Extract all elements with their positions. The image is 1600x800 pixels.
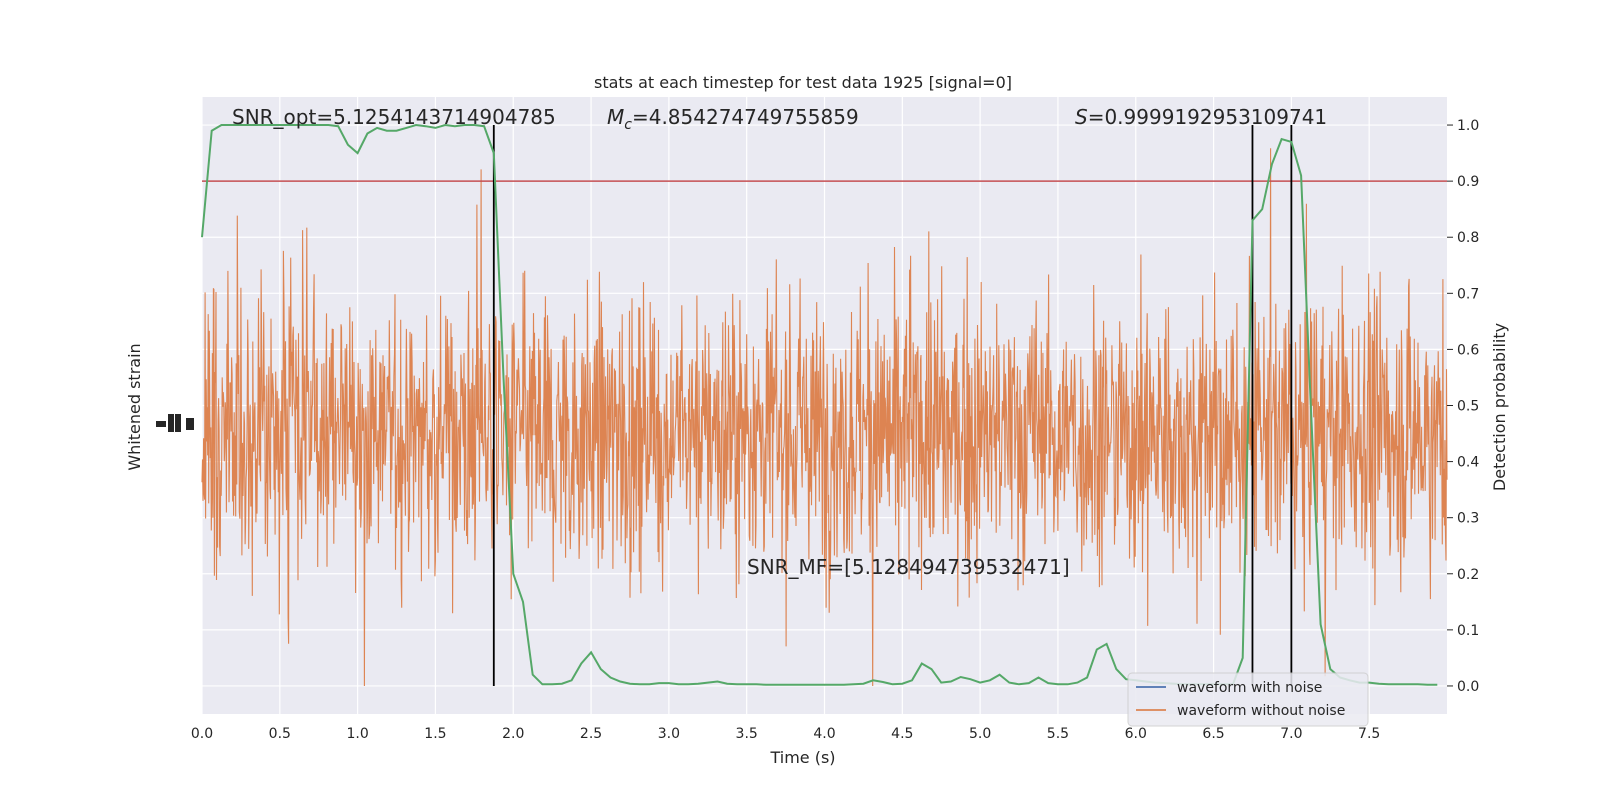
legend-box xyxy=(1127,672,1369,727)
chirp-mass-subscript: c xyxy=(624,117,632,133)
chirp-mass-value: =4.854274749755859 xyxy=(632,105,859,129)
y-axis-right-label: Detection probability xyxy=(1490,323,1509,491)
x-tick-label: 3.5 xyxy=(736,726,758,742)
y-tick-label: 0.4 xyxy=(1457,455,1479,471)
y-axis-right-ticks: 0.0 0.1 0.2 0.3 0.4 0.5 0.6 0.7 0.8 0.9 1.0 xyxy=(1447,118,1479,695)
x-tick-label: 5.0 xyxy=(969,726,991,742)
chirp-mass-annotation: Mc=4.854274749755859 xyxy=(607,105,859,133)
y-tick-label: 0.8 xyxy=(1457,230,1479,246)
x-tick-label: 0.0 xyxy=(191,726,213,742)
y-tick-label: 0.5 xyxy=(1457,399,1479,415)
y-tick-label: 0.1 xyxy=(1457,623,1479,639)
left-axis-stub xyxy=(156,414,194,432)
x-tick-label: 4.0 xyxy=(813,726,835,742)
y-axis-left-label: Whitened strain xyxy=(125,343,144,470)
x-tick-label: 1.0 xyxy=(346,726,368,742)
legend-label-clean: waveform without noise xyxy=(1177,703,1345,719)
strain-series xyxy=(201,148,1448,687)
legend: waveform with noise waveform without noi… xyxy=(1127,672,1369,727)
y-tick-label: 1.0 xyxy=(1457,118,1479,134)
y-tick-label: 0.3 xyxy=(1457,511,1479,527)
s-value: =0.9999192953109741 xyxy=(1088,105,1327,129)
waveform-without-noise-line xyxy=(201,148,1448,687)
x-tick-label: 6.5 xyxy=(1202,726,1224,742)
x-tick-label: 3.0 xyxy=(658,726,680,742)
y-tick-label: 0.7 xyxy=(1457,286,1479,302)
s-symbol: S xyxy=(1075,105,1088,129)
x-tick-label: 4.5 xyxy=(891,726,913,742)
snr-mf-annotation: SNR_MF=[5.128494739532471] xyxy=(747,555,1070,579)
y-tick-label: 0.6 xyxy=(1457,342,1479,358)
x-axis-ticks: 0.0 0.5 1.0 1.5 2.0 2.5 3.0 3.5 4.0 4.5 5.0 5.5 6.0 6… xyxy=(191,726,1380,742)
s-annotation: S=0.9999192953109741 xyxy=(1075,105,1327,129)
x-tick-label: 5.5 xyxy=(1047,726,1069,742)
x-tick-label: 2.0 xyxy=(502,726,524,742)
chirp-mass-symbol: M xyxy=(607,105,624,129)
x-tick-label: 2.5 xyxy=(580,726,602,742)
x-axis-label: Time (s) xyxy=(769,748,835,767)
y-tick-label: 0.9 xyxy=(1457,174,1479,190)
vertical-markers xyxy=(492,125,1293,686)
x-tick-label: 7.5 xyxy=(1358,726,1380,742)
chart-title: stats at each timestep for test data 192… xyxy=(594,73,1012,92)
x-tick-label: 7.0 xyxy=(1280,726,1302,742)
x-tick-label: 6.0 xyxy=(1125,726,1147,742)
legend-label-noise: waveform with noise xyxy=(1177,680,1322,696)
x-tick-label: 0.5 xyxy=(269,726,291,742)
y-tick-label: 0.2 xyxy=(1457,567,1479,583)
snr-opt-annotation: SNR_opt=5.1254143714904785 xyxy=(232,105,556,129)
x-tick-label: 1.5 xyxy=(424,726,446,742)
y-tick-label: 0.0 xyxy=(1457,679,1479,695)
